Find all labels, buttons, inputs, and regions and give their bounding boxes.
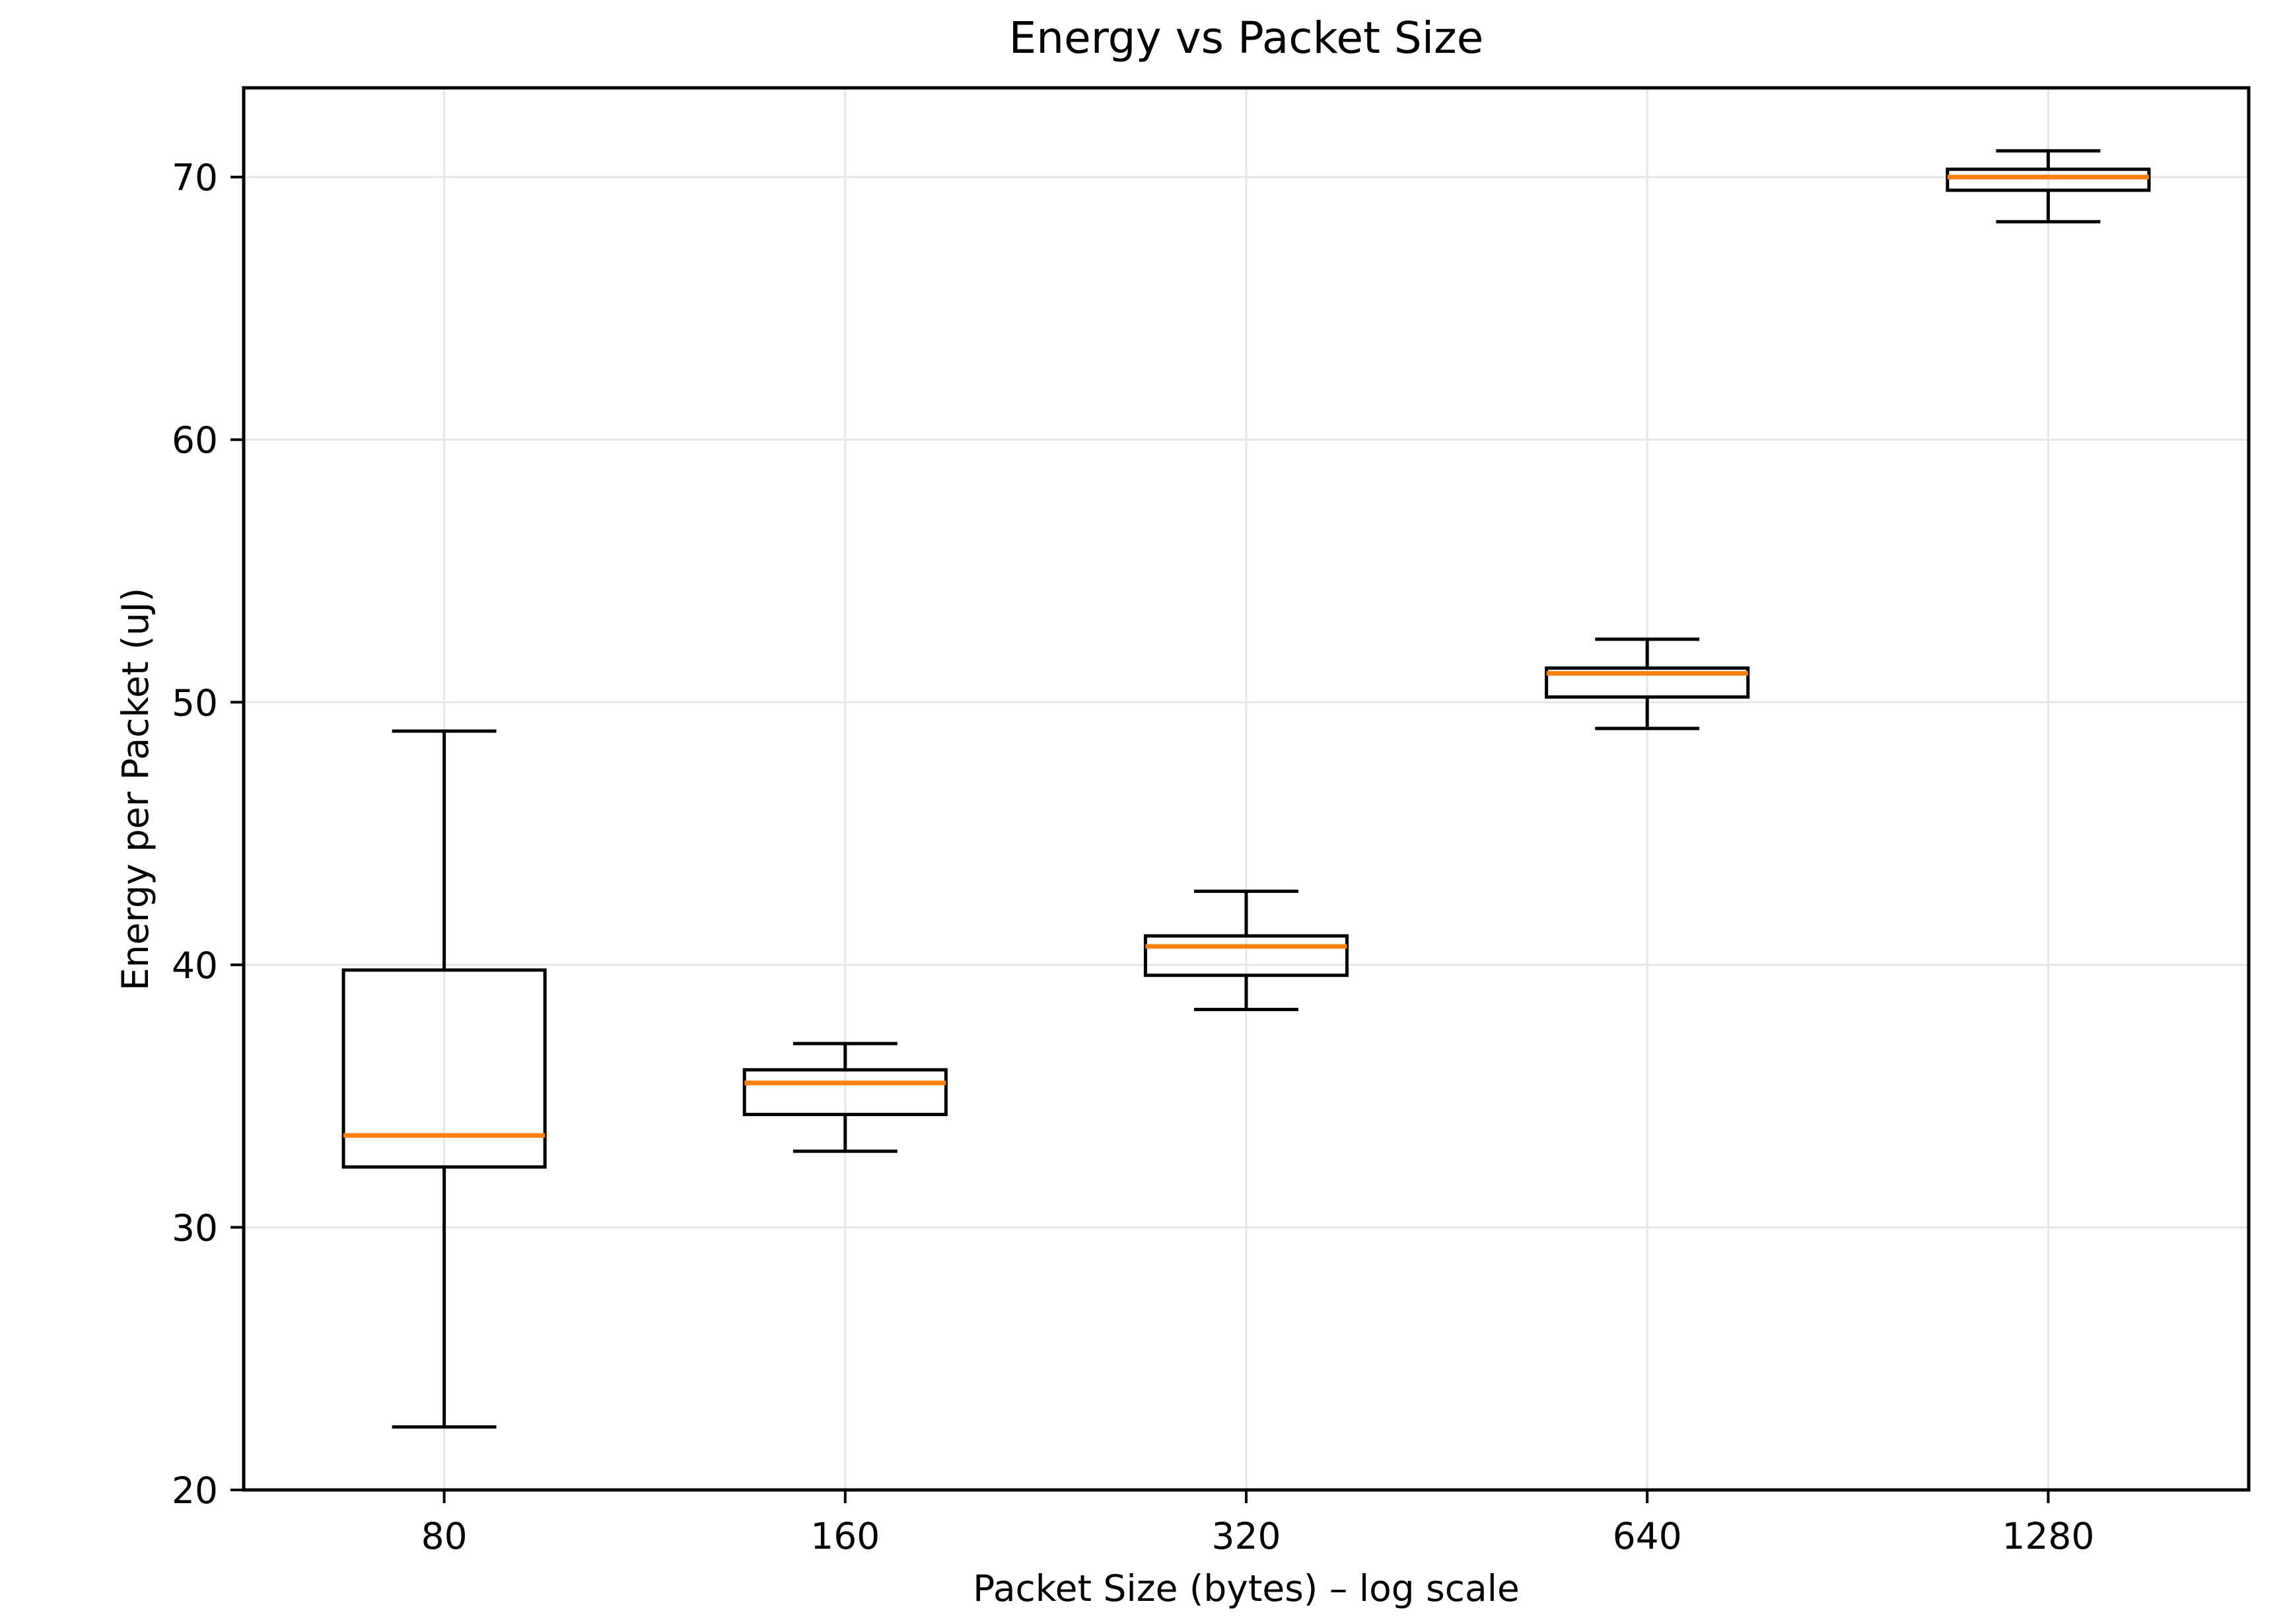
y-tick-label-30: 30 (172, 1207, 218, 1249)
x-axis-label: Packet Size (bytes) – log scale (973, 1567, 1520, 1609)
x-tick-label-160: 160 (810, 1515, 880, 1557)
iqr-box-640 (1545, 666, 1750, 699)
iqr-box-1280 (1946, 167, 2151, 192)
y-tick-label-40: 40 (172, 944, 218, 987)
y-tick-label-60: 60 (172, 419, 218, 462)
y-tick-label-70: 70 (172, 157, 218, 199)
iqr-box-160 (742, 1068, 948, 1116)
x-tick-label-320: 320 (1212, 1515, 1281, 1557)
x-tick-label-640: 640 (1613, 1515, 1682, 1557)
y-tick-label-20: 20 (172, 1469, 218, 1512)
iqr-box-320 (1143, 934, 1349, 977)
x-tick-label-1280: 1280 (2002, 1515, 2094, 1557)
y-tick-label-50: 50 (172, 682, 218, 724)
iqr-box-80 (341, 968, 547, 1169)
x-tick-label-80: 80 (421, 1515, 468, 1557)
chart-title: Energy vs Packet Size (1008, 13, 1484, 63)
